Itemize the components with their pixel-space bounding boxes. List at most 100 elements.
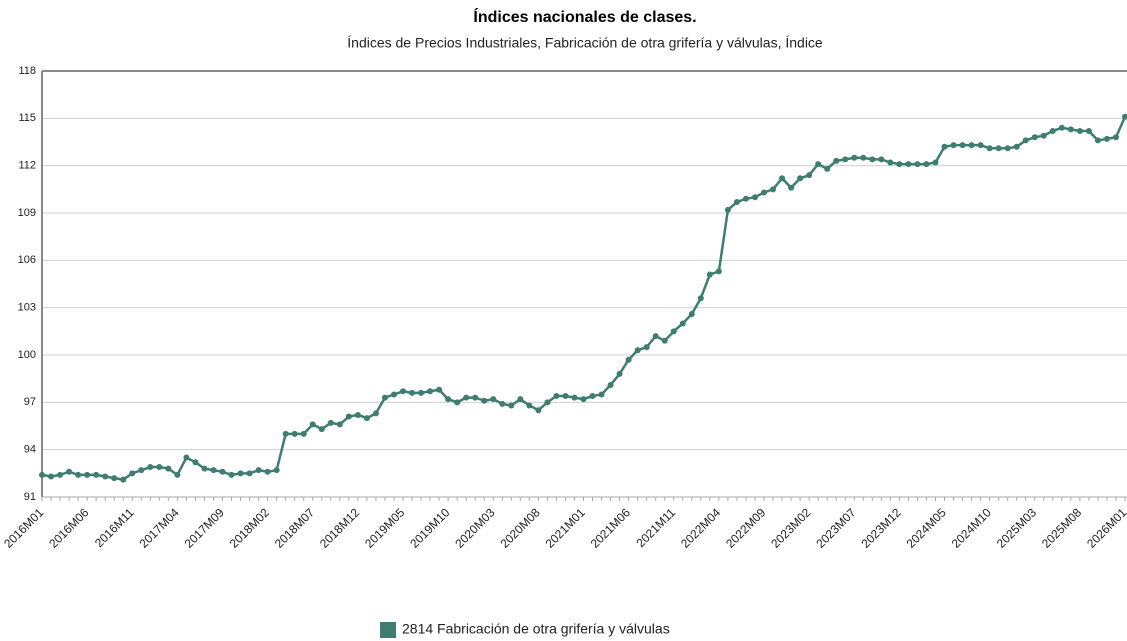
x-tick-label: 2022M09 xyxy=(723,505,769,551)
data-point xyxy=(282,430,289,437)
data-point xyxy=(779,175,786,182)
y-tick-label: 103 xyxy=(18,302,36,314)
y-tick-label: 115 xyxy=(18,112,36,124)
x-tick-label: 2017M09 xyxy=(182,505,228,551)
data-point xyxy=(210,467,217,474)
data-point xyxy=(770,186,777,193)
chart-subtitle: Índices de Precios Industriales, Fabrica… xyxy=(347,35,823,51)
data-point xyxy=(246,470,253,477)
data-point xyxy=(1067,126,1074,133)
data-point xyxy=(905,161,912,168)
x-tick-label: 2023M12 xyxy=(858,505,904,551)
data-point xyxy=(264,468,271,475)
data-point xyxy=(463,394,470,401)
chart-title: Índices nacionales de clases. xyxy=(473,7,696,26)
data-point xyxy=(562,393,569,400)
data-point xyxy=(66,468,73,475)
data-point xyxy=(445,396,452,403)
data-point xyxy=(959,142,966,149)
data-point xyxy=(1022,137,1029,144)
data-point xyxy=(508,402,515,409)
data-point xyxy=(120,476,127,483)
data-point xyxy=(797,175,804,182)
x-tick-label: 2016M01 xyxy=(1,505,47,551)
data-point xyxy=(842,156,849,163)
data-point xyxy=(851,154,858,161)
data-point xyxy=(327,419,334,426)
data-point xyxy=(427,388,434,395)
data-point xyxy=(869,156,876,163)
data-point xyxy=(1004,145,1011,152)
x-tick-label: 2019M05 xyxy=(362,505,408,551)
data-point xyxy=(896,161,903,168)
y-tick-label: 97 xyxy=(24,396,36,408)
data-point xyxy=(372,410,379,417)
data-point xyxy=(1085,127,1092,134)
x-tick-label: 2024M10 xyxy=(949,505,995,551)
data-point xyxy=(499,400,506,407)
data-line xyxy=(41,116,1127,481)
x-tick-label: 2023M07 xyxy=(813,505,859,551)
data-point xyxy=(409,389,416,396)
x-tick-label: 2019M10 xyxy=(407,505,453,551)
data-point xyxy=(363,415,370,422)
data-point xyxy=(75,471,82,478)
data-point xyxy=(553,393,560,400)
data-point xyxy=(824,165,831,172)
x-tick-label: 2020M03 xyxy=(452,505,498,551)
data-point xyxy=(733,198,740,205)
x-tick-label: 2020M08 xyxy=(497,505,543,551)
data-point xyxy=(490,396,497,403)
data-point xyxy=(670,328,677,335)
data-point xyxy=(688,310,695,317)
data-point xyxy=(418,389,425,396)
data-point xyxy=(932,159,939,166)
x-tick-label: 2022M04 xyxy=(678,505,724,551)
data-point xyxy=(165,465,172,472)
data-point xyxy=(129,470,136,477)
data-point xyxy=(93,471,100,478)
data-point xyxy=(1040,132,1047,139)
data-point xyxy=(968,142,975,149)
x-tick-label: 2021M06 xyxy=(588,505,634,551)
data-point xyxy=(788,184,795,191)
data-point xyxy=(544,399,551,406)
data-point xyxy=(192,459,199,466)
data-point xyxy=(598,391,605,398)
x-tick-label: 2018M07 xyxy=(272,505,318,551)
data-point xyxy=(517,396,524,403)
data-point xyxy=(481,397,488,404)
data-point xyxy=(679,320,686,327)
data-point xyxy=(589,393,596,400)
data-point xyxy=(472,394,479,401)
data-point xyxy=(318,426,325,433)
data-point xyxy=(697,295,704,302)
data-point xyxy=(995,145,1002,152)
x-tick-label: 2025M08 xyxy=(1039,505,1085,551)
data-point xyxy=(102,473,109,480)
data-point xyxy=(742,195,749,202)
data-point xyxy=(1031,134,1038,141)
data-point xyxy=(1049,127,1056,134)
data-point xyxy=(1122,113,1127,120)
data-point xyxy=(616,370,623,377)
data-point xyxy=(219,468,226,475)
data-point xyxy=(1076,127,1083,134)
y-tick-label: 118 xyxy=(18,65,36,77)
data-point xyxy=(39,471,45,478)
x-tick-label: 2023M02 xyxy=(768,505,814,551)
data-point xyxy=(48,473,55,480)
data-point xyxy=(273,467,280,474)
data-point xyxy=(833,157,840,164)
data-point xyxy=(815,161,822,168)
data-point xyxy=(156,464,163,471)
data-point xyxy=(643,344,650,351)
data-point xyxy=(111,475,118,482)
data-point xyxy=(571,394,578,401)
data-point xyxy=(454,399,461,406)
data-point xyxy=(1013,143,1020,150)
data-point xyxy=(652,333,659,340)
x-tick-label: 2016M11 xyxy=(92,505,137,550)
data-point xyxy=(634,347,641,354)
x-tick-label: 2016M06 xyxy=(46,505,92,551)
